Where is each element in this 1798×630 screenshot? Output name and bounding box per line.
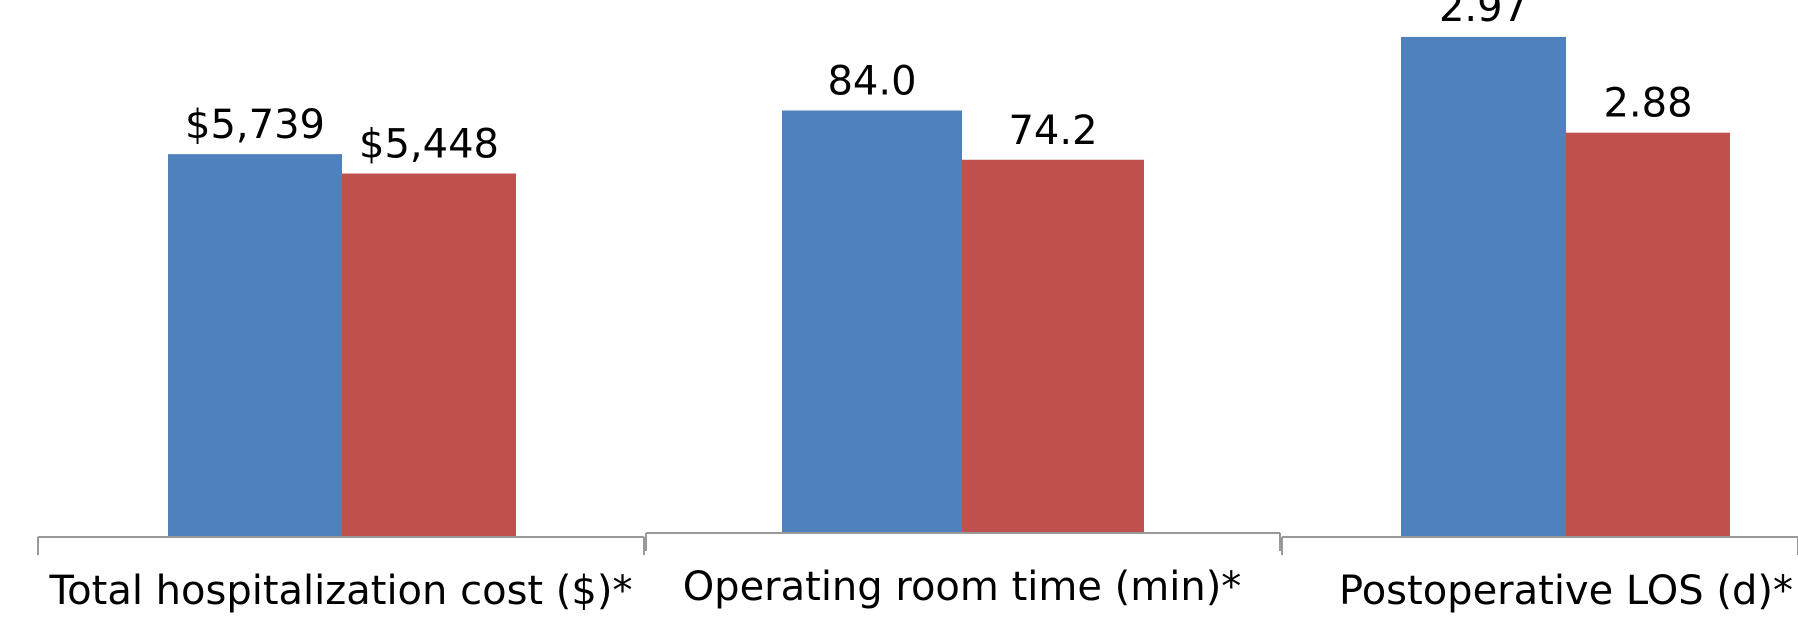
data-label-3-series-2: 2.88 <box>1603 81 1692 127</box>
chart-panel-2: 84.0 74.2 Operating room time (min)* <box>645 58 1281 610</box>
data-label-2-series-1: 84.0 <box>827 58 916 104</box>
bar-1-series-1 <box>168 154 342 537</box>
category-label-1: Total hospitalization cost ($)* <box>49 568 633 614</box>
bar-3-series-1 <box>1401 36 1566 538</box>
chart-panel-1: $5,739 $5,448 Total hospitalization cost (… <box>37 102 645 614</box>
data-label-3-series-1: 2.97 <box>1439 0 1528 31</box>
data-label-1-series-1: $5,739 <box>185 102 325 148</box>
bar-3-series-2 <box>1566 132 1730 537</box>
bar-2-series-1 <box>782 110 962 533</box>
data-label-1-series-2: $5,448 <box>359 122 499 168</box>
category-label-3: Postoperative LOS (d)* <box>1339 568 1793 614</box>
bar-1-series-2 <box>342 173 516 537</box>
category-label-2: Operating room time (min)* <box>683 564 1242 610</box>
bar-2-series-2 <box>962 159 1144 534</box>
data-label-2-series-2: 74.2 <box>1008 108 1097 154</box>
chart-panel-3: 2.97 2.88 Postoperative LOS (d)* <box>1281 0 1798 614</box>
